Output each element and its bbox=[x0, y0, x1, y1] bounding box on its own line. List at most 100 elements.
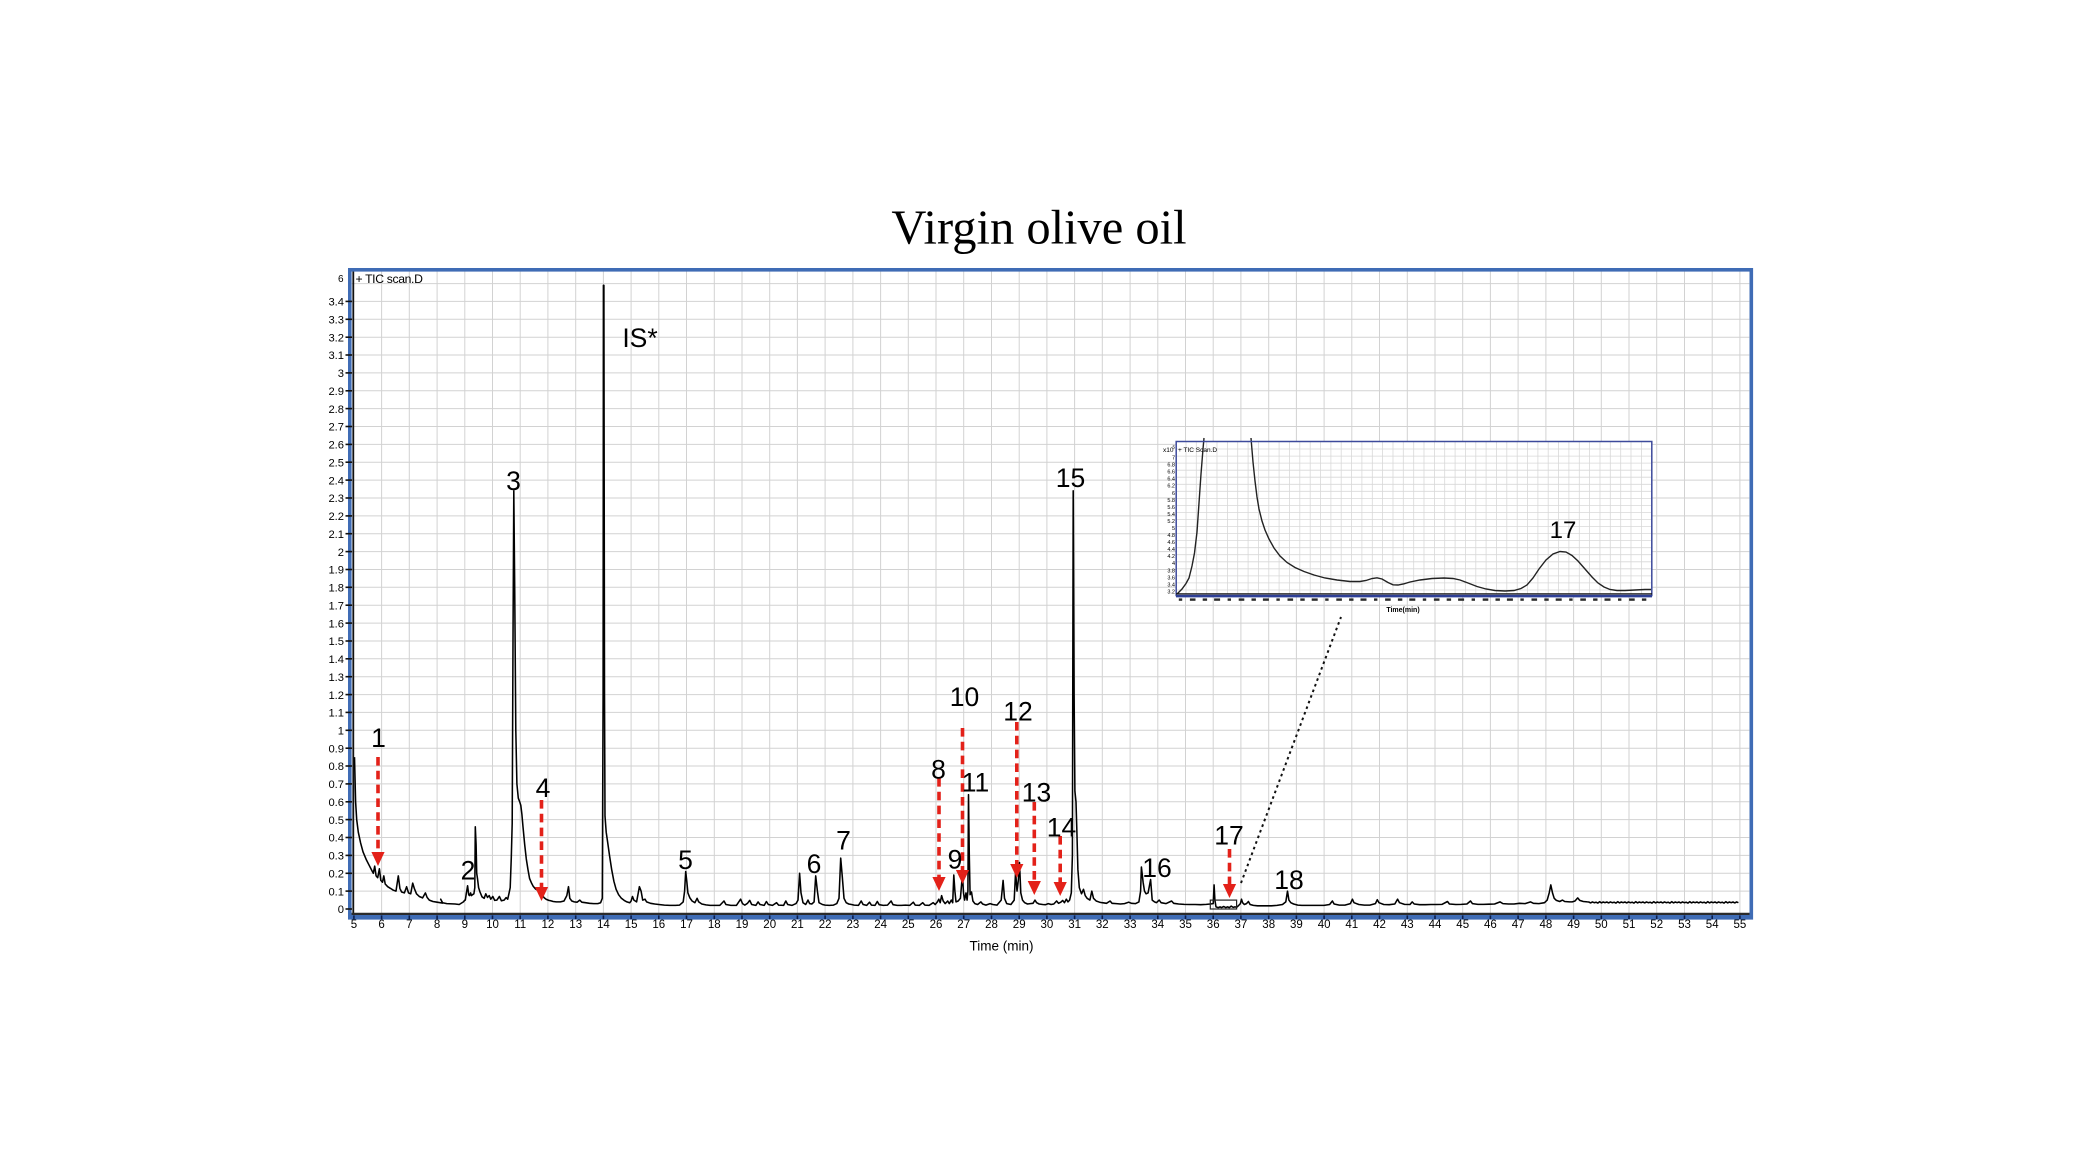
svg-text:4.4: 4.4 bbox=[1167, 547, 1175, 553]
svg-text:1.9: 1.9 bbox=[328, 565, 344, 577]
svg-text:30: 30 bbox=[1041, 919, 1054, 931]
svg-text:14: 14 bbox=[1047, 813, 1076, 843]
svg-text:41: 41 bbox=[1345, 919, 1358, 931]
svg-text:18: 18 bbox=[1274, 865, 1303, 895]
svg-text:1.5: 1.5 bbox=[328, 636, 344, 648]
svg-text:36: 36 bbox=[1207, 919, 1220, 931]
svg-text:11: 11 bbox=[962, 768, 990, 798]
svg-text:40: 40 bbox=[1318, 919, 1331, 931]
svg-text:5: 5 bbox=[1172, 526, 1175, 532]
svg-text:16: 16 bbox=[1142, 853, 1171, 883]
svg-text:29: 29 bbox=[1013, 919, 1026, 931]
svg-text:2.2: 2.2 bbox=[328, 511, 344, 523]
svg-text:12: 12 bbox=[1003, 697, 1032, 727]
svg-text:5.6: 5.6 bbox=[1167, 505, 1175, 511]
svg-text:6: 6 bbox=[378, 919, 384, 931]
svg-text:15: 15 bbox=[1056, 463, 1085, 493]
svg-text:IS*: IS* bbox=[622, 323, 657, 353]
svg-text:23: 23 bbox=[847, 919, 860, 931]
svg-text:12: 12 bbox=[542, 919, 555, 931]
svg-text:42: 42 bbox=[1373, 919, 1386, 931]
svg-text:2.7: 2.7 bbox=[328, 422, 344, 434]
svg-text:11: 11 bbox=[514, 919, 526, 931]
svg-text:7: 7 bbox=[406, 919, 412, 931]
svg-text:20: 20 bbox=[763, 919, 776, 931]
svg-text:3: 3 bbox=[506, 466, 521, 496]
svg-text:+ TIC scan.D: + TIC scan.D bbox=[356, 272, 424, 286]
svg-text:4: 4 bbox=[1172, 561, 1175, 567]
svg-text:9: 9 bbox=[462, 919, 468, 931]
svg-text:0.3: 0.3 bbox=[328, 851, 344, 863]
svg-text:2.5: 2.5 bbox=[328, 457, 344, 469]
svg-text:2.3: 2.3 bbox=[328, 493, 344, 505]
svg-text:26: 26 bbox=[930, 919, 943, 931]
svg-text:2.8: 2.8 bbox=[328, 404, 344, 416]
svg-text:1.1: 1.1 bbox=[328, 708, 344, 720]
svg-text:5: 5 bbox=[678, 845, 693, 875]
svg-text:0.5: 0.5 bbox=[328, 815, 344, 827]
svg-text:5.4: 5.4 bbox=[1167, 512, 1175, 518]
svg-text:55: 55 bbox=[1734, 919, 1747, 931]
svg-text:6: 6 bbox=[338, 274, 344, 285]
svg-text:2: 2 bbox=[461, 856, 476, 886]
svg-text:19: 19 bbox=[736, 919, 749, 931]
svg-text:1.4: 1.4 bbox=[328, 654, 344, 666]
svg-text:Time(min): Time(min) bbox=[1386, 607, 1419, 614]
svg-text:5.8: 5.8 bbox=[1167, 498, 1175, 504]
svg-text:0.6: 0.6 bbox=[328, 797, 344, 809]
svg-text:0.1: 0.1 bbox=[328, 886, 344, 898]
svg-text:2: 2 bbox=[338, 547, 344, 559]
svg-text:1.2: 1.2 bbox=[328, 690, 344, 702]
svg-text:0: 0 bbox=[338, 904, 344, 916]
svg-text:17: 17 bbox=[1550, 517, 1577, 544]
svg-text:9: 9 bbox=[948, 845, 963, 875]
svg-text:3.1: 3.1 bbox=[328, 350, 344, 362]
svg-text:16: 16 bbox=[652, 919, 665, 931]
svg-text:53: 53 bbox=[1678, 919, 1691, 931]
svg-text:6.2: 6.2 bbox=[1167, 484, 1175, 490]
svg-text:17: 17 bbox=[1214, 821, 1243, 851]
svg-text:51: 51 bbox=[1623, 919, 1636, 931]
svg-text:2.9: 2.9 bbox=[328, 386, 344, 398]
svg-text:3.6: 3.6 bbox=[1167, 575, 1175, 581]
svg-text:22: 22 bbox=[819, 919, 832, 931]
svg-text:44: 44 bbox=[1429, 919, 1442, 931]
svg-text:Time (min): Time (min) bbox=[970, 939, 1034, 954]
svg-text:8: 8 bbox=[434, 919, 440, 931]
svg-text:27: 27 bbox=[957, 919, 970, 931]
svg-text:48: 48 bbox=[1540, 919, 1553, 931]
svg-text:38: 38 bbox=[1262, 919, 1275, 931]
svg-text:x10: x10 bbox=[1163, 447, 1174, 454]
svg-text:4: 4 bbox=[536, 773, 551, 803]
svg-text:28: 28 bbox=[985, 919, 998, 931]
svg-text:3.8: 3.8 bbox=[1167, 568, 1175, 574]
svg-text:50: 50 bbox=[1595, 919, 1608, 931]
svg-text:18: 18 bbox=[708, 919, 721, 931]
svg-text:34: 34 bbox=[1151, 919, 1164, 931]
svg-text:10: 10 bbox=[950, 682, 979, 712]
svg-text:25: 25 bbox=[902, 919, 915, 931]
svg-text:1.6: 1.6 bbox=[328, 618, 344, 630]
svg-text:7: 7 bbox=[1172, 456, 1175, 462]
svg-text:6: 6 bbox=[807, 849, 822, 879]
svg-text:39: 39 bbox=[1290, 919, 1303, 931]
svg-text:32: 32 bbox=[1096, 919, 1109, 931]
svg-text:13: 13 bbox=[1022, 778, 1051, 808]
svg-text:3.3: 3.3 bbox=[328, 315, 344, 327]
svg-text:0.4: 0.4 bbox=[328, 833, 344, 845]
svg-text:2.4: 2.4 bbox=[328, 475, 344, 487]
svg-text:49: 49 bbox=[1567, 919, 1580, 931]
svg-text:45: 45 bbox=[1456, 919, 1469, 931]
svg-text:3.2: 3.2 bbox=[1167, 590, 1175, 596]
svg-text:24: 24 bbox=[874, 919, 887, 931]
svg-text:3.4: 3.4 bbox=[1167, 582, 1175, 588]
svg-text:13: 13 bbox=[569, 919, 582, 931]
svg-text:54: 54 bbox=[1706, 919, 1719, 931]
svg-text:43: 43 bbox=[1401, 919, 1414, 931]
svg-text:0.9: 0.9 bbox=[328, 743, 344, 755]
svg-text:47: 47 bbox=[1512, 919, 1525, 931]
svg-text:33: 33 bbox=[1124, 919, 1137, 931]
svg-text:3.4: 3.4 bbox=[328, 297, 344, 309]
svg-text:Virgin olive oil: Virgin olive oil bbox=[891, 202, 1186, 255]
svg-text:7: 7 bbox=[836, 826, 851, 856]
